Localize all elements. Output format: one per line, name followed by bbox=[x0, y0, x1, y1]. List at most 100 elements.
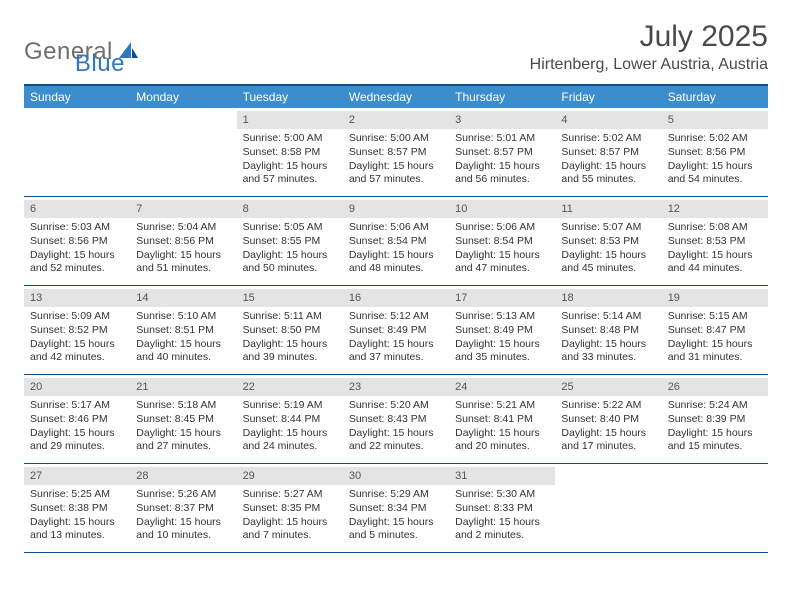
calendar-cell: 9Sunrise: 5:06 AMSunset: 8:54 PMDaylight… bbox=[343, 197, 449, 285]
day-header-tuesday: Tuesday bbox=[237, 86, 343, 108]
date-number: 20 bbox=[24, 378, 130, 396]
sunset-line: Sunset: 8:47 PM bbox=[668, 324, 762, 338]
date-number: 11 bbox=[555, 200, 661, 218]
sunrise-line: Sunrise: 5:02 AM bbox=[561, 132, 655, 146]
sunrise-line: Sunrise: 5:05 AM bbox=[243, 221, 337, 235]
sunset-line: Sunset: 8:49 PM bbox=[349, 324, 443, 338]
sunset-line: Sunset: 8:38 PM bbox=[30, 502, 124, 516]
sunrise-line: Sunrise: 5:29 AM bbox=[349, 488, 443, 502]
calendar-cell: 12 Sunrise: 5:08 AMSunset: 8:53 PMDayligh… bbox=[662, 197, 768, 285]
sunset-line: Sunset: 8:58 PM bbox=[243, 146, 337, 160]
date-number: 1 bbox=[237, 111, 343, 129]
sunset-line: Sunset: 8:53 PM bbox=[668, 235, 762, 249]
daylight-line: Daylight: 15 hours and 44 minutes. bbox=[668, 249, 762, 276]
daylight-line: Daylight: 15 hours and 33 minutes. bbox=[561, 338, 655, 365]
sunrise-line: Sunrise: 5:13 AM bbox=[455, 310, 549, 324]
daylight-line: Daylight: 15 hours and 54 minutes. bbox=[668, 160, 762, 187]
calendar-cell: 4Sunrise: 5:02 AMSunset: 8:57 PMDaylight… bbox=[555, 108, 661, 196]
sunset-line: Sunset: 8:33 PM bbox=[455, 502, 549, 516]
daylight-line: Daylight: 15 hours and 51 minutes. bbox=[136, 249, 230, 276]
date-number: 22 bbox=[237, 378, 343, 396]
date-number: 3 bbox=[449, 111, 555, 129]
date-number: 21 bbox=[130, 378, 236, 396]
sunrise-line: Sunrise: 5:21 AM bbox=[455, 399, 549, 413]
sunrise-line: Sunrise: 5:27 AM bbox=[243, 488, 337, 502]
sunrise-line: Sunrise: 5:10 AM bbox=[136, 310, 230, 324]
weeks-container: 1Sunrise: 5:00 AMSunset: 8:58 PMDaylight… bbox=[24, 108, 768, 553]
date-number: 26 bbox=[662, 378, 768, 396]
date-number: 14 bbox=[130, 289, 236, 307]
sunset-line: Sunset: 8:55 PM bbox=[243, 235, 337, 249]
calendar: Sunday Monday Tuesday Wednesday Thursday… bbox=[24, 84, 768, 553]
date-number: 19 bbox=[662, 289, 768, 307]
daylight-line: Daylight: 15 hours and 27 minutes. bbox=[136, 427, 230, 454]
calendar-cell: 25Sunrise: 5:22 AMSunset: 8:40 PMDayligh… bbox=[555, 375, 661, 463]
logo-word-blue: Blue bbox=[75, 50, 125, 78]
sunset-line: Sunset: 8:52 PM bbox=[30, 324, 124, 338]
date-number: 12 bbox=[662, 200, 768, 218]
calendar-cell bbox=[24, 108, 130, 196]
sunrise-line: Sunrise: 5:19 AM bbox=[243, 399, 337, 413]
sunset-line: Sunset: 8:34 PM bbox=[349, 502, 443, 516]
date-number: 6 bbox=[24, 200, 130, 218]
calendar-cell: 31Sunrise: 5:30 AMSunset: 8:33 PMDayligh… bbox=[449, 464, 555, 552]
sunrise-line: Sunrise: 5:30 AM bbox=[455, 488, 549, 502]
week-row: 1Sunrise: 5:00 AMSunset: 8:58 PMDaylight… bbox=[24, 108, 768, 197]
calendar-cell: 8Sunrise: 5:05 AMSunset: 8:55 PMDaylight… bbox=[237, 197, 343, 285]
daylight-line: Daylight: 15 hours and 15 minutes. bbox=[668, 427, 762, 454]
calendar-cell: 16Sunrise: 5:12 AMSunset: 8:49 PMDayligh… bbox=[343, 286, 449, 374]
location: Hirtenberg, Lower Austria, Austria bbox=[530, 56, 768, 74]
sunset-line: Sunset: 8:48 PM bbox=[561, 324, 655, 338]
calendar-cell: 1Sunrise: 5:00 AMSunset: 8:58 PMDaylight… bbox=[237, 108, 343, 196]
daylight-line: Daylight: 15 hours and 42 minutes. bbox=[30, 338, 124, 365]
sunrise-line: Sunrise: 5:08 AM bbox=[668, 221, 762, 235]
month-title: July 2025 bbox=[530, 20, 768, 54]
sunrise-line: Sunrise: 5:01 AM bbox=[455, 132, 549, 146]
daylight-line: Daylight: 15 hours and 52 minutes. bbox=[30, 249, 124, 276]
calendar-cell: 15Sunrise: 5:11 AMSunset: 8:50 PMDayligh… bbox=[237, 286, 343, 374]
daylight-line: Daylight: 15 hours and 35 minutes. bbox=[455, 338, 549, 365]
day-header-monday: Monday bbox=[130, 86, 236, 108]
sunrise-line: Sunrise: 5:00 AM bbox=[349, 132, 443, 146]
logo: General Blue bbox=[24, 26, 125, 78]
sunrise-line: Sunrise: 5:03 AM bbox=[30, 221, 124, 235]
sunrise-line: Sunrise: 5:04 AM bbox=[136, 221, 230, 235]
calendar-cell: 23Sunrise: 5:20 AMSunset: 8:43 PMDayligh… bbox=[343, 375, 449, 463]
week-row: 20Sunrise: 5:17 AMSunset: 8:46 PMDayligh… bbox=[24, 375, 768, 464]
calendar-cell: 26Sunrise: 5:24 AMSunset: 8:39 PMDayligh… bbox=[662, 375, 768, 463]
date-number: 18 bbox=[555, 289, 661, 307]
sunrise-line: Sunrise: 5:06 AM bbox=[349, 221, 443, 235]
daylight-line: Daylight: 15 hours and 13 minutes. bbox=[30, 516, 124, 543]
calendar-cell: 14Sunrise: 5:10 AMSunset: 8:51 PMDayligh… bbox=[130, 286, 236, 374]
sunset-line: Sunset: 8:54 PM bbox=[349, 235, 443, 249]
week-row: 27Sunrise: 5:25 AMSunset: 8:38 PMDayligh… bbox=[24, 464, 768, 553]
day-header-thursday: Thursday bbox=[449, 86, 555, 108]
calendar-cell: 11Sunrise: 5:07 AMSunset: 8:53 PMDayligh… bbox=[555, 197, 661, 285]
daylight-line: Daylight: 15 hours and 39 minutes. bbox=[243, 338, 337, 365]
sunset-line: Sunset: 8:51 PM bbox=[136, 324, 230, 338]
sunrise-line: Sunrise: 5:02 AM bbox=[668, 132, 762, 146]
calendar-cell: 3Sunrise: 5:01 AMSunset: 8:57 PMDaylight… bbox=[449, 108, 555, 196]
day-header-saturday: Saturday bbox=[662, 86, 768, 108]
daylight-line: Daylight: 15 hours and 57 minutes. bbox=[243, 160, 337, 187]
calendar-cell: 17Sunrise: 5:13 AMSunset: 8:49 PMDayligh… bbox=[449, 286, 555, 374]
sunset-line: Sunset: 8:40 PM bbox=[561, 413, 655, 427]
sunset-line: Sunset: 8:53 PM bbox=[561, 235, 655, 249]
calendar-cell: 19Sunrise: 5:15 AMSunset: 8:47 PMDayligh… bbox=[662, 286, 768, 374]
date-number: 15 bbox=[237, 289, 343, 307]
calendar-cell: 6Sunrise: 5:03 AMSunset: 8:56 PMDaylight… bbox=[24, 197, 130, 285]
daylight-line: Daylight: 15 hours and 37 minutes. bbox=[349, 338, 443, 365]
calendar-cell: 18Sunrise: 5:14 AMSunset: 8:48 PMDayligh… bbox=[555, 286, 661, 374]
calendar-cell: 24Sunrise: 5:21 AMSunset: 8:41 PMDayligh… bbox=[449, 375, 555, 463]
date-number: 7 bbox=[130, 200, 236, 218]
date-number: 4 bbox=[555, 111, 661, 129]
daylight-line: Daylight: 15 hours and 57 minutes. bbox=[349, 160, 443, 187]
date-number: 16 bbox=[343, 289, 449, 307]
week-row: 13Sunrise: 5:09 AMSunset: 8:52 PMDayligh… bbox=[24, 286, 768, 375]
week-row: 6Sunrise: 5:03 AMSunset: 8:56 PMDaylight… bbox=[24, 197, 768, 286]
calendar-cell bbox=[130, 108, 236, 196]
daylight-line: Daylight: 15 hours and 50 minutes. bbox=[243, 249, 337, 276]
daylight-line: Daylight: 15 hours and 22 minutes. bbox=[349, 427, 443, 454]
daylight-line: Daylight: 15 hours and 55 minutes. bbox=[561, 160, 655, 187]
sunrise-line: Sunrise: 5:22 AM bbox=[561, 399, 655, 413]
